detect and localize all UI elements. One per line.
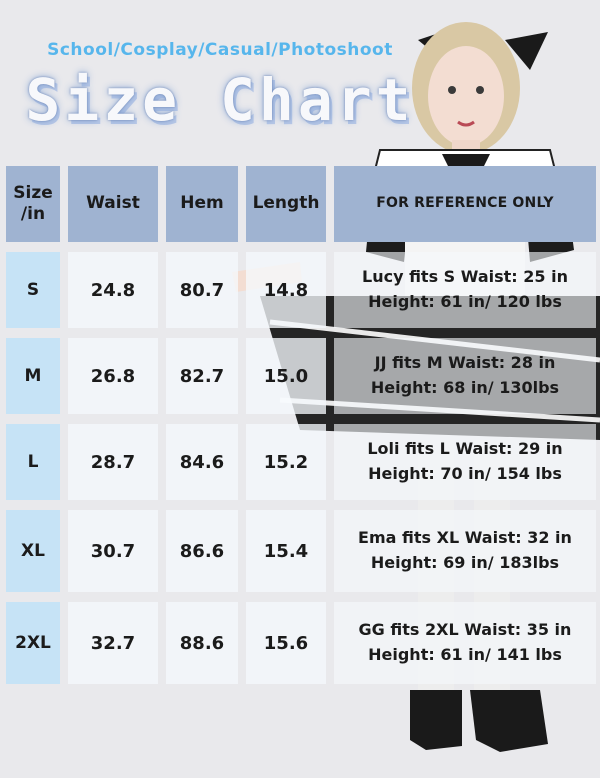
tagline: School/Cosplay/Casual/Photoshoot	[47, 40, 393, 60]
reference-line-height: Height: 70 in/ 154 lbs	[368, 464, 562, 483]
reference-cell: Ema fits XL Waist: 32 in Height: 69 in/ …	[334, 510, 596, 592]
page-title: Size Chart	[25, 66, 415, 134]
hem-cell: 86.6	[166, 510, 238, 592]
size-chart-table: Size /in Waist Hem Length FOR REFERENCE …	[6, 166, 596, 684]
column-header-size: Size /in	[6, 166, 60, 242]
size-cell: 2XL	[6, 602, 60, 684]
size-cell: XL	[6, 510, 60, 592]
reference-cell: Loli fits L Waist: 29 in Height: 70 in/ …	[334, 424, 596, 500]
length-cell: 15.2	[246, 424, 326, 500]
length-cell: 15.0	[246, 338, 326, 414]
reference-cell: JJ fits M Waist: 28 in Height: 68 in/ 13…	[334, 338, 596, 414]
reference-line-height: Height: 68 in/ 130lbs	[370, 378, 560, 397]
column-header-waist: Waist	[68, 166, 158, 242]
waist-cell: 32.7	[68, 602, 158, 684]
hem-cell: 84.6	[166, 424, 238, 500]
hem-cell: 82.7	[166, 338, 238, 414]
size-cell: L	[6, 424, 60, 500]
reference-line-fit: Ema fits XL Waist: 32 in	[358, 528, 572, 548]
reference-line-height: Height: 61 in/ 141 lbs	[368, 645, 562, 664]
size-cell: M	[6, 338, 60, 414]
waist-cell: 30.7	[68, 510, 158, 592]
waist-cell: 26.8	[68, 338, 158, 414]
reference-cell: GG fits 2XL Waist: 35 in Height: 61 in/ …	[334, 602, 596, 684]
column-header-length: Length	[246, 166, 326, 242]
size-cell: S	[6, 252, 60, 328]
waist-cell: 24.8	[68, 252, 158, 328]
column-header-hem: Hem	[166, 166, 238, 242]
column-header-reference: FOR REFERENCE ONLY	[334, 166, 596, 242]
reference-line-height: Height: 61 in/ 120 lbs	[368, 292, 562, 311]
hem-cell: 80.7	[166, 252, 238, 328]
reference-line-fit: Loli fits L Waist: 29 in	[367, 439, 563, 459]
reference-line-fit: Lucy fits S Waist: 25 in	[362, 267, 568, 287]
length-cell: 15.6	[246, 602, 326, 684]
reference-line-fit: GG fits 2XL Waist: 35 in	[358, 620, 572, 640]
reference-cell: Lucy fits S Waist: 25 in Height: 61 in/ …	[334, 252, 596, 328]
length-cell: 15.4	[246, 510, 326, 592]
waist-cell: 28.7	[68, 424, 158, 500]
length-cell: 14.8	[246, 252, 326, 328]
reference-line-fit: JJ fits M Waist: 28 in	[374, 353, 556, 373]
reference-line-height: Height: 69 in/ 183lbs	[370, 553, 560, 572]
hem-cell: 88.6	[166, 602, 238, 684]
